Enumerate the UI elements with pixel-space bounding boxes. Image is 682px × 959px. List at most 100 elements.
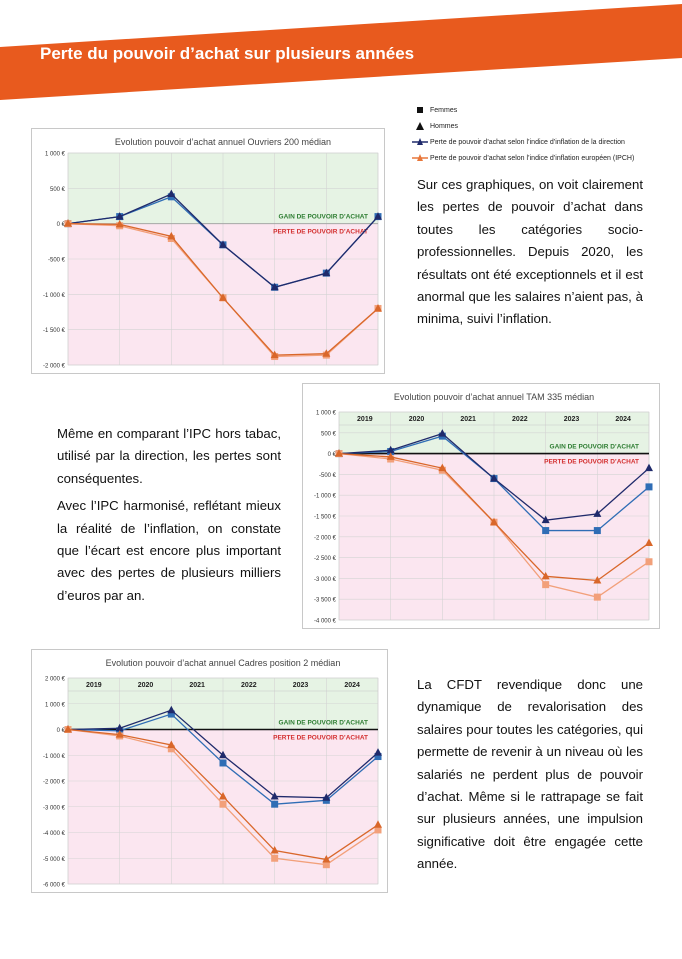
- banner-shape: [0, 4, 682, 100]
- y-tick-label: 500 €: [321, 431, 337, 437]
- y-tick-label: 500 €: [50, 187, 66, 193]
- data-point-triangle: [645, 538, 653, 547]
- year-label: 2023: [564, 416, 580, 423]
- plot-frame: [338, 411, 650, 621]
- data-point-triangle: [322, 268, 331, 277]
- data-point-triangle: [322, 793, 331, 801]
- text-block-intro: Sur ces graphiques, on voit clairement l…: [417, 174, 643, 331]
- paragraph-intro: Sur ces graphiques, on voit clairement l…: [417, 177, 643, 327]
- chart-legend: Femmes Hommes Perte de pouvoir d’achat s…: [412, 102, 634, 166]
- y-tick-label: -500 €: [319, 473, 337, 479]
- chart-ouvriers: Evolution pouvoir d’achat annuel Ouvrier…: [31, 128, 385, 374]
- y-tick-label: -5 000 €: [43, 857, 66, 863]
- gain-label: GAIN DE POUVOIR D’ACHAT: [279, 720, 368, 727]
- loss-label: PERTE DE POUVOIR D’ACHAT: [544, 459, 639, 466]
- data-point-triangle: [374, 748, 382, 756]
- y-tick-label: -2 000 €: [314, 535, 337, 541]
- data-point-triangle: [386, 445, 395, 454]
- chart-ouvriers-svg: Evolution pouvoir d’achat annuel Ouvrier…: [43, 137, 382, 370]
- page-title: Perte du pouvoir d’achat sur plusieurs a…: [40, 44, 415, 63]
- data-point-triangle: [438, 463, 447, 472]
- legend-item-ipch: Perte de pouvoir d’achat selon l’indice …: [412, 150, 634, 166]
- title-banner: [0, 4, 682, 100]
- data-point-triangle: [219, 293, 227, 301]
- data-point-triangle: [115, 730, 124, 738]
- data-point-triangle: [374, 212, 382, 220]
- year-label: 2024: [344, 682, 360, 689]
- y-tick-label: -3 000 €: [314, 577, 337, 583]
- y-tick-label: -2 000 €: [43, 364, 66, 370]
- text-block-cfdt: La CFDT revendique donc une dynamique de…: [417, 674, 643, 876]
- legend-label: Perte de pouvoir d’achat selon l’indice …: [430, 154, 635, 162]
- triangle-marker-icon: [412, 121, 428, 131]
- y-tick-label: -4 000 €: [314, 619, 337, 625]
- data-point-triangle: [374, 303, 382, 312]
- data-point-square: [645, 558, 653, 566]
- year-label: 2023: [293, 682, 309, 689]
- data-point-triangle: [438, 429, 447, 437]
- y-tick-label: -3 000 €: [43, 805, 66, 811]
- data-point-triangle: [270, 846, 279, 854]
- chart-title: Evolution pouvoir d’achat annuel Cadres …: [106, 658, 341, 668]
- data-point-triangle: [335, 449, 343, 457]
- chart-title: Evolution pouvoir d’achat annuel TAM 335…: [394, 392, 594, 402]
- data-point-triangle: [386, 452, 395, 460]
- data-point-triangle: [322, 349, 331, 357]
- data-point-square: [219, 800, 227, 808]
- year-label: 2022: [512, 416, 528, 423]
- data-point-triangle: [270, 282, 279, 291]
- year-label: 2021: [189, 682, 205, 689]
- legend-label: Perte de pouvoir d’achat selon l’indice …: [430, 138, 625, 146]
- data-point-triangle: [64, 725, 72, 733]
- square-marker-icon: [412, 105, 428, 115]
- year-label: 2024: [615, 416, 631, 423]
- data-point-triangle: [270, 350, 279, 359]
- data-point-triangle: [115, 212, 124, 220]
- chart-cadres-svg: Evolution pouvoir d’achat annuel Cadres …: [43, 658, 382, 889]
- gain-label: GAIN DE POUVOIR D’ACHAT: [279, 214, 368, 221]
- y-tick-label: -1 000 €: [314, 494, 337, 500]
- year-label: 2020: [138, 682, 154, 689]
- y-tick-label: -1 500 €: [43, 328, 66, 334]
- data-point-triangle: [645, 463, 653, 472]
- data-point-triangle: [219, 750, 227, 759]
- data-point-square: [645, 483, 653, 491]
- plot-frame: [67, 152, 379, 366]
- chart-tam-svg: Evolution pouvoir d’achat annuel TAM 335…: [314, 392, 653, 625]
- chart-cadres: Evolution pouvoir d’achat annuel Cadres …: [31, 649, 388, 893]
- chart-title: Evolution pouvoir d’achat annuel Ouvrier…: [115, 137, 331, 147]
- data-point-square: [219, 759, 227, 767]
- loss-label: PERTE DE POUVOIR D’ACHAT: [273, 735, 368, 742]
- y-tick-label: -2 000 €: [43, 780, 66, 786]
- legend-item-hommes: Hommes: [412, 118, 634, 134]
- legend-item-direction: Perte de pouvoir d’achat selon l’indice …: [412, 134, 634, 150]
- data-point-triangle: [322, 855, 331, 863]
- year-label: 2021: [460, 416, 476, 423]
- y-tick-label: 1 000 €: [45, 152, 66, 158]
- data-point-square: [167, 745, 175, 753]
- paragraph-cfdt: La CFDT revendique donc une dynamique de…: [417, 677, 643, 872]
- data-point-triangle: [115, 219, 124, 228]
- y-tick-label: 1 000 €: [45, 702, 66, 708]
- legend-item-femmes: Femmes: [412, 102, 634, 118]
- data-point-triangle: [64, 219, 72, 227]
- y-tick-label: 2 000 €: [45, 677, 66, 683]
- y-tick-label: 0 €: [57, 222, 66, 228]
- data-point-square: [593, 593, 601, 601]
- data-point-triangle: [541, 571, 550, 580]
- year-label: 2019: [357, 416, 373, 423]
- plot-frame: [67, 677, 379, 885]
- legend-label: Hommes: [430, 122, 459, 130]
- y-tick-label: -4 000 €: [43, 831, 66, 837]
- y-tick-label: 0 €: [328, 452, 337, 458]
- y-tick-label: 0 €: [57, 728, 66, 734]
- paragraph-ipch: Avec l’IPC harmonisé, reflétant mieux la…: [57, 498, 281, 603]
- navy-line-icon: [412, 137, 428, 147]
- data-point-triangle: [167, 231, 176, 240]
- data-point-triangle: [374, 820, 382, 828]
- data-point-square: [374, 753, 382, 761]
- data-point-triangle: [167, 705, 176, 714]
- data-point-square: [374, 826, 382, 834]
- year-label: 2022: [241, 682, 257, 689]
- data-point-square: [593, 527, 601, 535]
